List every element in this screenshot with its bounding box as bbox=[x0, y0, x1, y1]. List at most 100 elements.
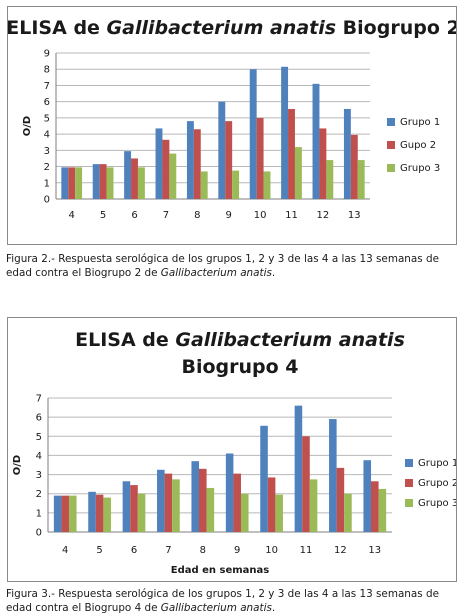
bar-gupo-2 bbox=[99, 164, 107, 199]
figure-2-caption: Figura 2.- Respuesta serológica de los g… bbox=[6, 253, 439, 279]
title-part: Biogrupo 2 bbox=[336, 17, 456, 39]
x-tick-label: 10 bbox=[254, 210, 267, 221]
bar-gupo-2 bbox=[350, 134, 358, 199]
bar-grupo-1 bbox=[157, 469, 165, 532]
bar-grupo-1 bbox=[122, 481, 131, 532]
bar-grupo-1 bbox=[343, 108, 351, 199]
figure-3-caption: Figura 3.- Respuesta serológica de los g… bbox=[6, 588, 439, 614]
bar-grupo-1 bbox=[312, 83, 320, 199]
y-tick-label: 1 bbox=[44, 178, 50, 189]
y-tick-label: 2 bbox=[36, 489, 42, 500]
x-tick-label: 4 bbox=[62, 545, 68, 556]
legend-label: Grupo 2 bbox=[418, 478, 456, 489]
x-tick-label: 12 bbox=[334, 545, 347, 556]
bar-grupo-1 bbox=[191, 461, 200, 532]
bar-grupo-1 bbox=[249, 69, 257, 199]
bar-grupo-1 bbox=[155, 128, 163, 199]
y-tick-label: 2 bbox=[44, 162, 50, 173]
bar-grupo-3 bbox=[106, 167, 114, 199]
x-tick-label: 6 bbox=[131, 545, 137, 556]
bar-grupo-1 bbox=[363, 460, 372, 532]
legend-label: Grupo 1 bbox=[418, 458, 456, 469]
bar-grupo-2 bbox=[336, 467, 345, 532]
bar-grupo-1 bbox=[281, 66, 289, 200]
bar-grupo-3 bbox=[294, 147, 302, 199]
bar-grupo-3 bbox=[75, 167, 83, 199]
bar-grupo-2 bbox=[233, 473, 241, 532]
bar-gupo-2 bbox=[288, 108, 295, 199]
y-tick-label: 7 bbox=[44, 81, 50, 92]
bar-gupo-2 bbox=[193, 129, 201, 199]
chart-2-title-line-2: Biogrupo 4 bbox=[181, 356, 298, 378]
y-axis-label: O/D bbox=[22, 116, 33, 136]
bar-grupo-1 bbox=[260, 425, 268, 532]
bar-grupo-2 bbox=[371, 481, 379, 532]
bar-grupo-3 bbox=[137, 167, 145, 199]
bar-gupo-2 bbox=[256, 117, 264, 199]
bar-grupo-2 bbox=[199, 468, 207, 532]
bar-grupo-2 bbox=[302, 436, 310, 532]
title-part: Gallibacterium anatis bbox=[175, 329, 405, 351]
bar-grupo-1 bbox=[329, 419, 337, 532]
bar-grupo-3 bbox=[232, 170, 240, 199]
bar-grupo-3 bbox=[309, 479, 318, 532]
y-tick-label: 9 bbox=[44, 49, 50, 60]
y-tick-label: 3 bbox=[44, 146, 50, 157]
chart-1: ELISA de Gallibacterium anatis Biogrupo … bbox=[8, 17, 456, 221]
y-tick-label: 1 bbox=[36, 508, 42, 519]
bar-gupo-2 bbox=[131, 158, 138, 199]
bar-grupo-3 bbox=[68, 495, 77, 532]
legend-swatch bbox=[387, 141, 395, 149]
bar-grupo-3 bbox=[169, 153, 177, 199]
bar-grupo-1 bbox=[92, 164, 100, 199]
chart-1-frame: ELISA de Gallibacterium anatis Biogrupo … bbox=[7, 6, 457, 245]
bar-grupo-1 bbox=[53, 495, 62, 532]
y-tick-label: 0 bbox=[44, 195, 50, 206]
bar-grupo-3 bbox=[275, 494, 283, 532]
x-tick-label: 5 bbox=[100, 210, 106, 221]
x-tick-label: 10 bbox=[265, 545, 278, 556]
x-tick-label: 11 bbox=[285, 210, 298, 221]
legend-label: Grupo 3 bbox=[418, 498, 456, 509]
x-tick-label: 11 bbox=[300, 545, 313, 556]
y-tick-label: 4 bbox=[44, 130, 50, 141]
chart-2-title-line-1: ELISA de Gallibacterium anatis bbox=[75, 329, 405, 351]
bar-gupo-2 bbox=[162, 139, 170, 199]
x-tick-label: 8 bbox=[194, 210, 200, 221]
x-tick-label: 9 bbox=[226, 210, 232, 221]
bar-grupo-1 bbox=[88, 491, 96, 532]
bar-gupo-2 bbox=[68, 167, 76, 199]
bar-grupo-3 bbox=[326, 160, 334, 199]
bar-grupo-3 bbox=[103, 497, 111, 532]
bar-grupo-3 bbox=[344, 493, 352, 532]
legend-swatch bbox=[405, 459, 413, 467]
x-tick-label: 5 bbox=[96, 545, 102, 556]
bar-grupo-2 bbox=[130, 485, 138, 532]
bar-grupo-2 bbox=[61, 495, 69, 532]
bar-grupo-3 bbox=[357, 160, 365, 199]
x-axis-label: Edad en semanas bbox=[171, 565, 270, 576]
y-axis-label: O/D bbox=[12, 455, 23, 475]
legend-label: Grupo 1 bbox=[400, 117, 440, 128]
bar-grupo-3 bbox=[263, 171, 271, 199]
x-tick-label: 13 bbox=[348, 210, 361, 221]
legend-label: Grupo 3 bbox=[400, 163, 440, 174]
bar-grupo-1 bbox=[225, 453, 234, 532]
title-part: Gallibacterium anatis bbox=[107, 17, 337, 39]
y-tick-label: 7 bbox=[36, 394, 42, 405]
x-tick-label: 6 bbox=[131, 210, 137, 221]
bar-grupo-3 bbox=[172, 479, 180, 532]
x-tick-label: 13 bbox=[368, 545, 381, 556]
bar-grupo-3 bbox=[137, 493, 146, 532]
x-tick-label: 7 bbox=[163, 210, 169, 221]
bar-grupo-3 bbox=[200, 171, 208, 199]
bar-grupo-2 bbox=[95, 494, 104, 532]
bar-grupo-1 bbox=[124, 151, 132, 199]
bar-grupo-2 bbox=[267, 477, 276, 532]
x-tick-label: 9 bbox=[234, 545, 240, 556]
chart-2-frame: ELISA de Gallibacterium anatis Biogrupo 4… bbox=[7, 317, 457, 582]
legend-swatch bbox=[387, 118, 395, 126]
bar-grupo-1 bbox=[218, 101, 226, 199]
legend-swatch bbox=[405, 499, 413, 507]
bar-grupo-1 bbox=[61, 167, 69, 199]
